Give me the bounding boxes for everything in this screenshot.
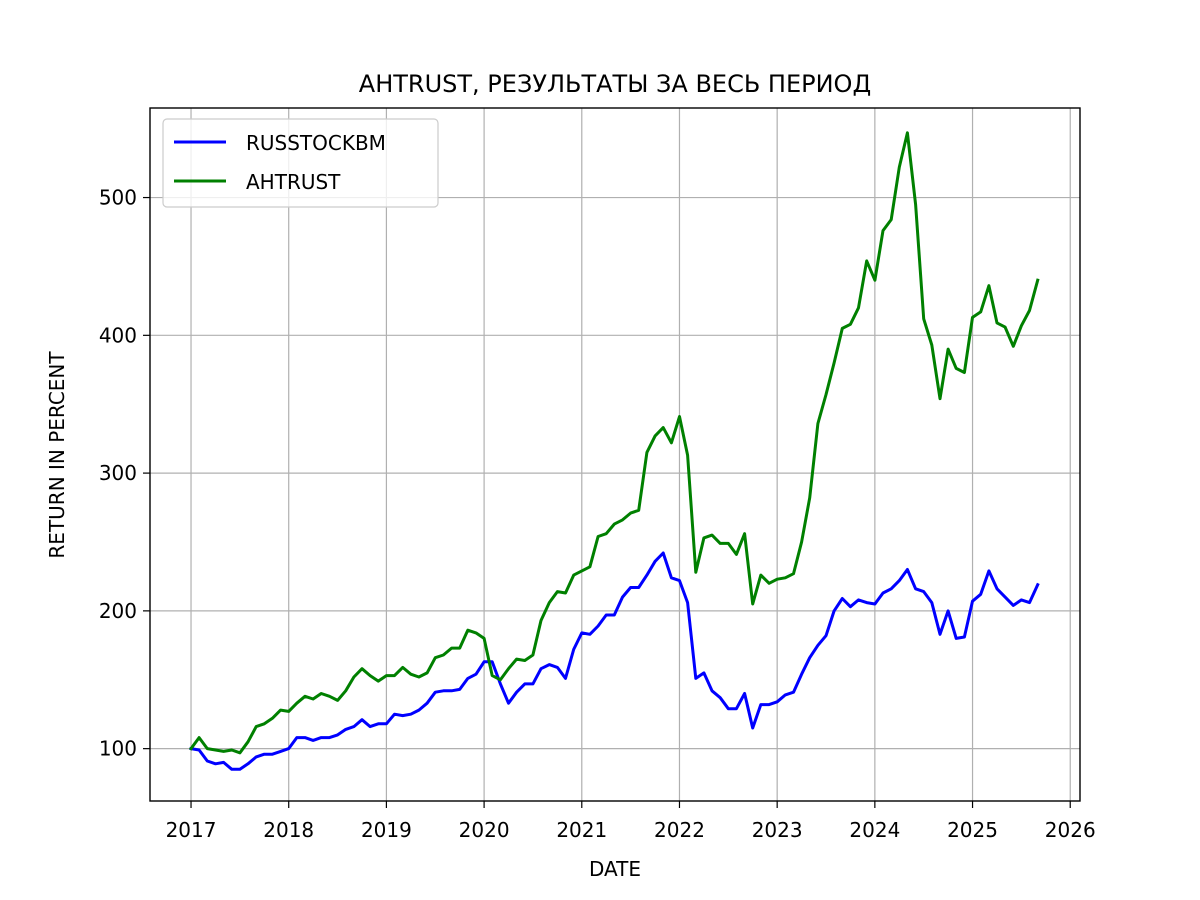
x-tick-label: 2020	[459, 818, 510, 842]
legend-label-ahtrust: AHTRUST	[246, 170, 341, 194]
y-tick-label: 500	[99, 186, 137, 210]
chart-title: AHTRUST, РЕЗУЛЬТАТЫ ЗА ВЕСЬ ПЕРИОД	[359, 70, 871, 98]
x-tick-label: 2023	[752, 818, 803, 842]
x-tick-label: 2017	[166, 818, 217, 842]
x-axis-title: DATE	[589, 857, 641, 881]
grid-lines	[150, 108, 1080, 801]
x-tick-label: 2021	[556, 818, 607, 842]
x-tick-label: 2019	[361, 818, 412, 842]
legend-label-russtockbm: RUSSTOCKBM	[246, 131, 386, 155]
series-lines	[188, 131, 1040, 771]
y-tick-label: 200	[99, 599, 137, 623]
y-tick-label: 300	[99, 461, 137, 485]
x-tick-label: 2018	[263, 818, 314, 842]
x-axis-ticks: 2017 2018 2019 2020 2021 2022 2023 2024 2025 2026	[166, 801, 1096, 842]
x-tick-label: 2026	[1045, 818, 1096, 842]
x-tick-label: 2022	[654, 818, 705, 842]
plot-frame	[149, 107, 1081, 802]
legend: RUSSTOCKBM AHTRUST	[162, 118, 439, 208]
x-tick-label: 2025	[947, 818, 998, 842]
y-tick-label: 400	[99, 323, 137, 347]
series-line-russtockbm	[189, 551, 1040, 771]
series-line-ahtrust	[188, 131, 1040, 755]
y-axis-ticks: 100 200 300 400 500	[99, 186, 150, 761]
x-tick-label: 2024	[849, 818, 900, 842]
y-axis-title: RETURN IN PERCENT	[45, 351, 69, 559]
legend-box	[162, 118, 439, 208]
y-tick-label: 100	[99, 737, 137, 761]
